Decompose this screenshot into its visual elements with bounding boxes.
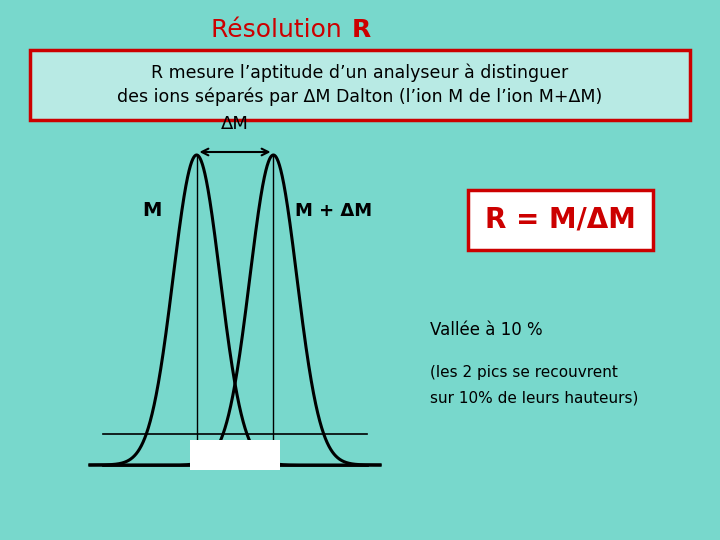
Text: sur 10% de leurs hauteurs): sur 10% de leurs hauteurs) — [430, 390, 639, 406]
Text: M + ΔM: M + ΔM — [294, 202, 372, 220]
FancyBboxPatch shape — [467, 190, 652, 250]
Text: R = M/ΔM: R = M/ΔM — [485, 206, 636, 234]
Text: Résolution: Résolution — [211, 18, 350, 42]
Text: R: R — [352, 18, 372, 42]
Text: R mesure l’aptitude d’un analyseur à distinguer: R mesure l’aptitude d’un analyseur à dis… — [151, 64, 569, 82]
Text: Vallée à 10 %: Vallée à 10 % — [430, 321, 543, 339]
Text: des ions séparés par ΔM Dalton (l’ion M de l’ion M+ΔM): des ions séparés par ΔM Dalton (l’ion M … — [117, 87, 603, 106]
Text: ΔM: ΔM — [221, 115, 249, 133]
FancyBboxPatch shape — [30, 50, 690, 120]
Text: (les 2 pics se recouvrent: (les 2 pics se recouvrent — [430, 364, 618, 380]
Text: M: M — [142, 201, 161, 220]
FancyBboxPatch shape — [189, 440, 280, 470]
